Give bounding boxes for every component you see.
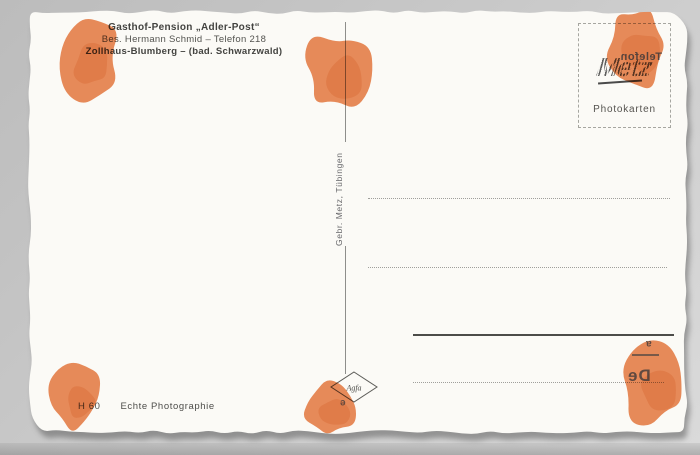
footer-code: H 60 bbox=[78, 401, 101, 412]
publisher-imprint: Gebr. Metz, Tübingen bbox=[334, 152, 344, 246]
center-divider-top bbox=[345, 22, 346, 142]
location-line: Zollhaus-Blumberg – (bad. Schwarzwald) bbox=[85, 45, 283, 57]
footer-imprint: H 60 Echte Photographie bbox=[78, 401, 215, 412]
metz-logo-hatching bbox=[592, 52, 650, 82]
imprint-header: Gasthof-Pension „Adler-Post“ Bes. Herman… bbox=[58, 22, 310, 57]
center-divider-bottom bbox=[345, 246, 346, 374]
hotel-name: Gasthof-Pension „Adler-Post“ bbox=[108, 22, 260, 33]
agfa-diamond-logo: Agfa bbox=[330, 371, 378, 403]
address-dotted-line-2 bbox=[368, 267, 667, 268]
address-dotted-line-3 bbox=[413, 382, 664, 383]
stamp-box-label: Photokarten bbox=[593, 104, 656, 115]
address-solid-line bbox=[413, 334, 674, 336]
address-dotted-line-1 bbox=[368, 198, 670, 199]
footer-label: Echte Photographie bbox=[120, 401, 215, 412]
card-face bbox=[28, 10, 688, 434]
agfa-logo-text: Agfa bbox=[345, 384, 361, 393]
owner-line: Bes. Hermann Schmid – Telefon 218 bbox=[101, 34, 267, 45]
